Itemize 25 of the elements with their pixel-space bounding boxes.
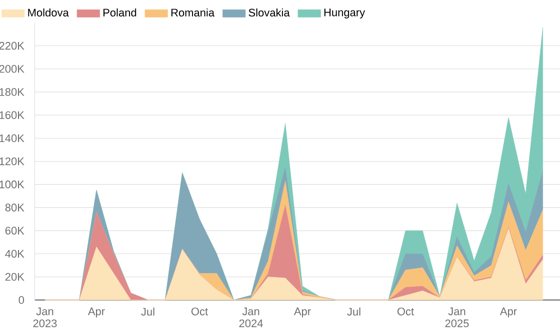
y-tick-label: 0 [18, 296, 24, 304]
y-tick-label: 20K [5, 273, 24, 281]
legend-label: Romania [171, 8, 215, 17]
x-tick-label: Jan 2024 [239, 308, 263, 328]
x-tick-label: Apr [500, 308, 517, 318]
x-tick-label: Oct [397, 308, 414, 316]
x-tick-label: Jul [141, 308, 154, 316]
legend-label: Moldova [28, 8, 69, 17]
y-tick-label: 120K [0, 157, 24, 166]
y-tick-label: 180K [0, 88, 24, 96]
y-tick-label: 40K [5, 250, 24, 258]
x-tick-label: Jul [347, 308, 360, 316]
legend-label: Hungary [324, 8, 366, 18]
y-tick-label: 100K [0, 180, 24, 188]
legend-label: Slovakia [248, 8, 290, 17]
y-tick-label: 140K [0, 134, 24, 142]
x-tick-label: Jan 2025 [445, 308, 469, 328]
x-tick-label: Apr [88, 308, 105, 318]
y-tick-label: 80K [5, 204, 24, 212]
y-tick-label: 60K [5, 226, 24, 235]
y-tick-label: 160K [0, 111, 24, 120]
x-tick-label: Jan 2023 [33, 308, 57, 328]
x-tick-label: Apr [294, 308, 311, 318]
legend-label: Poland [103, 8, 136, 17]
x-tick-label: Oct [191, 308, 208, 316]
